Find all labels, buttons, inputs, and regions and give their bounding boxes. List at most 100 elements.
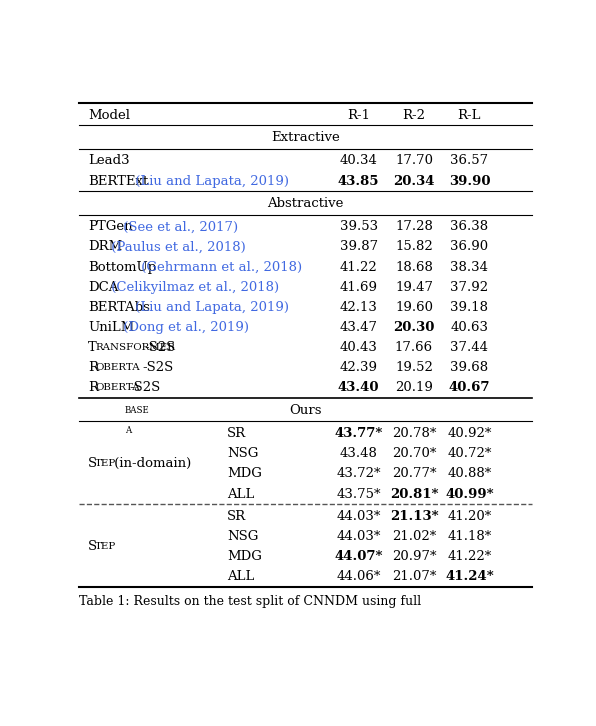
Text: (Liu and Lapata, 2019): (Liu and Lapata, 2019) xyxy=(131,301,289,314)
Text: 41.22*: 41.22* xyxy=(448,550,492,563)
Text: TEP: TEP xyxy=(95,460,116,468)
Text: 41.20*: 41.20* xyxy=(448,510,492,523)
Text: 41.69: 41.69 xyxy=(340,281,378,294)
Text: 43.47: 43.47 xyxy=(340,321,378,334)
Text: 40.99*: 40.99* xyxy=(445,488,493,501)
Text: 44.03*: 44.03* xyxy=(336,510,381,523)
Text: 20.19: 20.19 xyxy=(395,381,433,394)
Text: R-1: R-1 xyxy=(347,109,370,121)
Text: 43.40: 43.40 xyxy=(338,381,379,394)
Text: Ours: Ours xyxy=(289,404,322,417)
Text: 40.88*: 40.88* xyxy=(448,468,492,481)
Text: -S2S: -S2S xyxy=(142,362,173,374)
Text: 43.75*: 43.75* xyxy=(336,488,381,501)
Text: -S2S: -S2S xyxy=(129,381,160,394)
Text: BERTAbs: BERTAbs xyxy=(88,301,150,314)
Text: DCA: DCA xyxy=(88,281,119,294)
Text: 37.92: 37.92 xyxy=(451,281,489,294)
Text: 44.06*: 44.06* xyxy=(336,571,381,583)
Text: 36.90: 36.90 xyxy=(451,240,489,253)
Text: Abstractive: Abstractive xyxy=(267,197,344,210)
Text: NSG: NSG xyxy=(227,447,258,460)
Text: Table 1: Results on the test split of CNNDM using full: Table 1: Results on the test split of CN… xyxy=(79,595,421,608)
Text: 20.70*: 20.70* xyxy=(392,447,436,460)
Text: 40.72*: 40.72* xyxy=(447,447,492,460)
Text: 21.13*: 21.13* xyxy=(390,510,438,523)
Text: R-2: R-2 xyxy=(402,109,426,121)
Text: MDG: MDG xyxy=(227,468,262,481)
Text: 42.39: 42.39 xyxy=(340,362,378,374)
Text: 39.53: 39.53 xyxy=(340,221,378,233)
Text: 40.34: 40.34 xyxy=(340,155,377,168)
Text: (in-domain): (in-domain) xyxy=(110,457,191,470)
Text: 43.48: 43.48 xyxy=(340,447,377,460)
Text: T: T xyxy=(88,341,97,354)
Text: OBERTA: OBERTA xyxy=(95,363,139,372)
Text: 42.13: 42.13 xyxy=(340,301,377,314)
Text: 40.63: 40.63 xyxy=(451,321,489,334)
Text: 39.18: 39.18 xyxy=(451,301,489,314)
Text: 20.30: 20.30 xyxy=(393,321,434,334)
Text: 43.72*: 43.72* xyxy=(336,468,381,481)
Text: 21.07*: 21.07* xyxy=(392,571,436,583)
Text: UniLM: UniLM xyxy=(88,321,135,334)
Text: 41.18*: 41.18* xyxy=(448,530,492,543)
Text: 38.34: 38.34 xyxy=(451,261,489,274)
Text: 19.47: 19.47 xyxy=(395,281,433,294)
Text: R-L: R-L xyxy=(458,109,481,121)
Text: (Paulus et al., 2018): (Paulus et al., 2018) xyxy=(107,240,246,253)
Text: 43.85: 43.85 xyxy=(338,174,379,187)
Text: 40.67: 40.67 xyxy=(449,381,490,394)
Text: (Gehrmann et al., 2018): (Gehrmann et al., 2018) xyxy=(138,261,303,274)
Text: (Celikyilmaz et al., 2018): (Celikyilmaz et al., 2018) xyxy=(107,281,279,294)
Text: 44.07*: 44.07* xyxy=(334,550,383,563)
Text: 21.02*: 21.02* xyxy=(392,530,436,543)
Text: 20.77*: 20.77* xyxy=(392,468,436,481)
Text: 17.28: 17.28 xyxy=(395,221,433,233)
Text: BottomUp: BottomUp xyxy=(88,261,157,274)
Text: 41.24*: 41.24* xyxy=(445,571,494,583)
Text: ALL: ALL xyxy=(227,488,254,501)
Text: TEP: TEP xyxy=(95,542,116,551)
Text: 17.70: 17.70 xyxy=(395,155,433,168)
Text: R: R xyxy=(88,362,98,374)
Text: 37.44: 37.44 xyxy=(451,341,489,354)
Text: 18.68: 18.68 xyxy=(395,261,433,274)
Text: 20.81*: 20.81* xyxy=(390,488,438,501)
Text: OBERTA: OBERTA xyxy=(95,383,139,392)
Text: 39.90: 39.90 xyxy=(449,174,490,187)
Text: R: R xyxy=(88,381,98,394)
Text: 20.34: 20.34 xyxy=(393,174,434,187)
Text: 17.66: 17.66 xyxy=(395,341,433,354)
Text: 41.22: 41.22 xyxy=(340,261,377,274)
Text: 20.78*: 20.78* xyxy=(392,427,436,440)
Text: (Liu and Lapata, 2019): (Liu and Lapata, 2019) xyxy=(131,174,289,187)
Text: 19.60: 19.60 xyxy=(395,301,433,314)
Text: 43.77*: 43.77* xyxy=(334,427,383,440)
Text: NSG: NSG xyxy=(227,530,258,543)
Text: BERTExt: BERTExt xyxy=(88,174,148,187)
Text: A: A xyxy=(125,426,131,435)
Text: 40.43: 40.43 xyxy=(340,341,377,354)
Text: Lead3: Lead3 xyxy=(88,155,130,168)
Text: S: S xyxy=(88,540,98,553)
Text: 39.68: 39.68 xyxy=(451,362,489,374)
Text: Extractive: Extractive xyxy=(271,131,340,144)
Text: Model: Model xyxy=(88,109,131,121)
Text: 40.92*: 40.92* xyxy=(447,427,492,440)
Text: 15.82: 15.82 xyxy=(395,240,433,253)
Text: 36.38: 36.38 xyxy=(451,221,489,233)
Text: MDG: MDG xyxy=(227,550,262,563)
Text: DRM: DRM xyxy=(88,240,123,253)
Text: S: S xyxy=(88,457,98,470)
Text: 36.57: 36.57 xyxy=(451,155,489,168)
Text: PTGen: PTGen xyxy=(88,221,133,233)
Text: 20.97*: 20.97* xyxy=(392,550,436,563)
Text: (Dong et al., 2019): (Dong et al., 2019) xyxy=(119,321,249,334)
Text: SR: SR xyxy=(227,427,246,440)
Text: RANSFORMER: RANSFORMER xyxy=(95,343,175,352)
Text: ALL: ALL xyxy=(227,571,254,583)
Text: -S2S: -S2S xyxy=(144,341,176,354)
Text: 19.52: 19.52 xyxy=(395,362,433,374)
Text: (See et al., 2017): (See et al., 2017) xyxy=(119,221,238,233)
